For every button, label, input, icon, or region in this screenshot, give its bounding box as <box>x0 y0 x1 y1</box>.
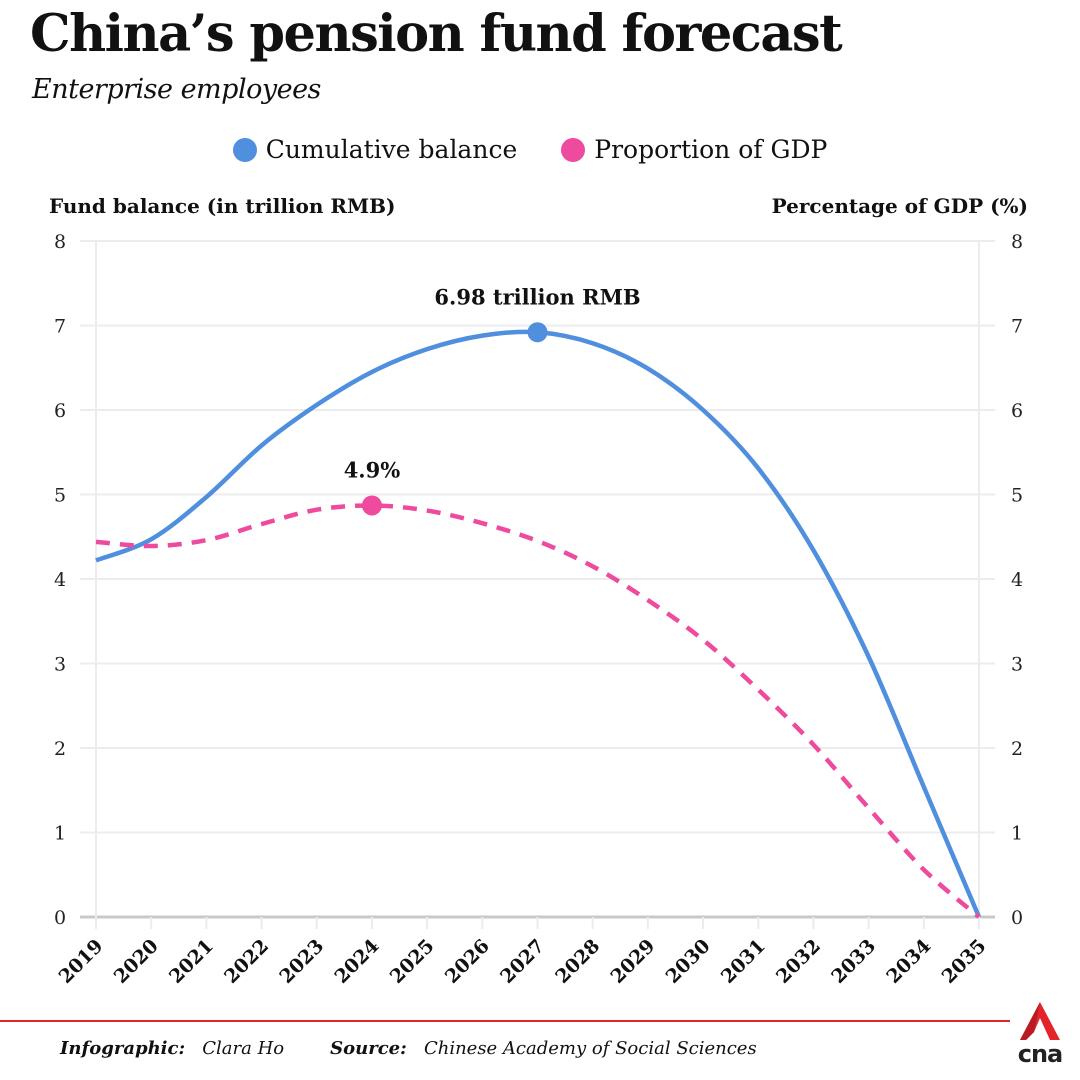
y-tick-right: 1 <box>1011 823 1023 845</box>
x-tick-label: 2028 <box>551 935 604 988</box>
y-tick-left: 8 <box>54 231 66 253</box>
chart-legend: Cumulative balance Proportion of GDP <box>0 135 1080 164</box>
annotation-label: 4.9% <box>344 457 401 482</box>
x-tick-label: 2025 <box>386 935 439 988</box>
highlight-point <box>361 495 382 516</box>
page-subtitle: Enterprise employees <box>32 74 321 105</box>
y-tick-left: 7 <box>54 316 66 338</box>
cna-logo-icon <box>1020 1002 1060 1040</box>
x-tick-label: 2023 <box>275 935 328 988</box>
highlight-point <box>527 322 548 343</box>
x-tick-label: 2035 <box>938 935 991 988</box>
y-tick-right: 3 <box>1011 654 1023 676</box>
series-line-cumulative-balance <box>95 329 982 918</box>
y-tick-right: 8 <box>1011 231 1023 253</box>
x-tick-label: 2029 <box>606 935 659 988</box>
y-tick-left: 5 <box>54 485 66 507</box>
x-tick-label: 2033 <box>827 935 880 988</box>
x-tick-label: 2024 <box>331 935 384 988</box>
x-tick-label: 2027 <box>496 935 549 988</box>
x-tick-label: 2032 <box>772 935 825 988</box>
legend-dot-icon <box>561 137 586 162</box>
infographic-author: Clara Ho <box>202 1038 285 1059</box>
legend-dot-icon <box>232 137 257 162</box>
x-tick-label: 2030 <box>662 935 715 988</box>
footer-divider <box>0 1020 1010 1022</box>
x-tick-label: 2034 <box>882 935 935 988</box>
y-tick-left: 6 <box>54 400 66 422</box>
legend-label: Cumulative balance <box>265 135 518 164</box>
legend-label: Proportion of GDP <box>594 135 828 164</box>
y-tick-left: 0 <box>54 907 66 929</box>
y-axis-right-title: Percentage of GDP (%) <box>771 194 1028 218</box>
cna-logo-text: cna <box>1017 1040 1064 1068</box>
y-tick-left: 2 <box>54 738 66 760</box>
x-tick-label: 2019 <box>55 935 108 988</box>
source-label: Source: <box>330 1038 407 1059</box>
x-tick-label: 2021 <box>165 935 218 988</box>
source-value: Chinese Academy of Social Sciences <box>423 1038 757 1059</box>
y-tick-right: 7 <box>1011 316 1023 338</box>
y-tick-right: 2 <box>1011 738 1023 760</box>
y-tick-left: 1 <box>54 823 66 845</box>
y-tick-left: 4 <box>54 569 66 591</box>
infographic-label: Infographic: <box>60 1038 186 1059</box>
y-tick-right: 6 <box>1011 400 1023 422</box>
y-tick-right: 0 <box>1011 907 1023 929</box>
series-line-proportion-gdp <box>95 503 981 919</box>
legend-item-proportion-gdp: Proportion of GDP <box>561 135 827 164</box>
x-tick-label: 2031 <box>717 935 770 988</box>
page-title: China’s pension fund forecast <box>30 4 843 64</box>
x-tick-label: 2022 <box>220 935 273 988</box>
y-tick-right: 4 <box>1011 569 1023 591</box>
x-tick-label: 2020 <box>110 935 163 988</box>
x-tick-label: 2026 <box>441 935 494 988</box>
footer-credits: Infographic: Clara Ho Source: Chinese Ac… <box>60 1038 757 1059</box>
y-axis-left-title: Fund balance (in trillion RMB) <box>49 194 396 218</box>
y-tick-right: 5 <box>1011 485 1023 507</box>
annotation-label: 6.98 trillion RMB <box>434 284 640 309</box>
y-tick-left: 3 <box>54 654 66 676</box>
legend-item-cumulative-balance: Cumulative balance <box>232 135 518 164</box>
